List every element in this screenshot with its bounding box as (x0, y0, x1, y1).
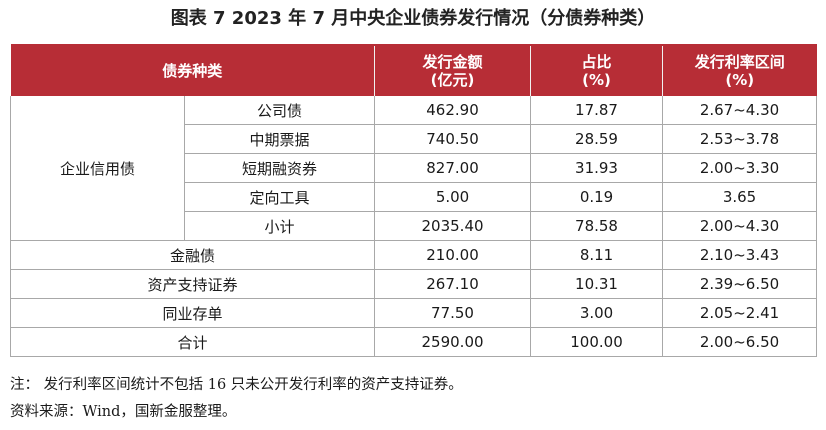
row-type: 定向工具 (183, 182, 376, 212)
table-row-subtotal: 小计 2035.40 78.58 2.00~4.30 (11, 211, 818, 241)
row-rate: 2.00~3.30 (662, 153, 818, 183)
row-share: 8.11 (530, 240, 664, 270)
header-bond-type-label: 债券种类 (162, 62, 223, 80)
row-rate: 2.67~4.30 (662, 96, 818, 125)
row-rate: 2.05~2.41 (662, 298, 818, 328)
row-rate: 2.39~6.50 (662, 269, 818, 299)
row-rate: 2.00~6.50 (662, 327, 818, 357)
row-share: 10.31 (530, 269, 664, 299)
row-amount: 827.00 (374, 153, 532, 183)
bond-issuance-table: 债券种类 发行金额 (亿元) 占比 (%) 发行利率区间 (%) 企业信用债 公… (9, 44, 818, 357)
header-share-line1: 占比 (581, 53, 612, 71)
header-amount: 发行金额 (亿元) (374, 45, 531, 96)
row-rate: 3.65 (662, 182, 818, 212)
row-type: 小计 (183, 211, 376, 241)
row-type: 资产支持证券 (9, 269, 376, 299)
row-amount: 5.00 (374, 182, 532, 212)
header-share: 占比 (%) (530, 45, 663, 96)
table-row: 同业存单 77.50 3.00 2.05~2.41 (9, 298, 818, 328)
row-amount: 462.90 (374, 96, 532, 125)
row-amount: 2590.00 (374, 327, 532, 357)
table-row: 定向工具 5.00 0.19 3.65 (11, 182, 818, 212)
row-share: 31.93 (530, 153, 664, 183)
row-type: 金融债 (9, 240, 376, 270)
header-rate-line1: 发行利率区间 (694, 53, 785, 71)
row-amount: 267.10 (374, 269, 532, 299)
table-row: 金融债 210.00 8.11 2.10~3.43 (9, 240, 818, 270)
table-row: 资产支持证券 267.10 10.31 2.39~6.50 (9, 269, 818, 299)
table-row-total: 合计 2590.00 100.00 2.00~6.50 (9, 327, 818, 357)
row-share: 100.00 (530, 327, 664, 357)
table-row: 中期票据 740.50 28.59 2.53~3.78 (11, 124, 818, 154)
row-type: 同业存单 (9, 298, 376, 328)
row-type: 公司债 (183, 96, 376, 125)
table-row: 企业信用债 公司债 462.90 17.87 2.67~4.30 (10, 96, 818, 241)
row-share: 78.58 (530, 211, 664, 241)
row-rate: 2.53~3.78 (662, 124, 818, 154)
row-type: 合计 (9, 327, 376, 357)
row-share: 28.59 (530, 124, 664, 154)
header-amount-line2: (亿元) (430, 71, 475, 89)
row-type: 中期票据 (183, 124, 376, 154)
row-share: 3.00 (530, 298, 664, 328)
table-notes: 注： 发行利率区间统计不包括 16 只未公开发行利率的资产支持证券。 资料来源：… (10, 372, 816, 426)
row-amount: 2035.40 (374, 211, 532, 241)
note-text: 注： 发行利率区间统计不包括 16 只未公开发行利率的资产支持证券。 (10, 377, 463, 393)
header-rate-line2: (%) (725, 71, 755, 89)
header-share-line2: (%) (582, 71, 611, 89)
source-text: 资料来源：Wind，国新金服整理。 (10, 404, 237, 420)
group-label-corporate-credit: 企业信用债 (10, 96, 185, 241)
header-row: 债券种类 发行金额 (亿元) 占比 (%) 发行利率区间 (%) (10, 45, 817, 96)
row-rate: 2.00~4.30 (662, 211, 818, 241)
row-share: 17.87 (530, 96, 664, 125)
row-amount: 77.50 (374, 298, 532, 328)
table-row: 短期融资券 827.00 31.93 2.00~3.30 (11, 153, 818, 183)
header-amount-line1: 发行金额 (422, 53, 483, 71)
row-amount: 210.00 (374, 240, 532, 270)
row-amount: 740.50 (374, 124, 532, 154)
header-rate: 发行利率区间 (%) (662, 45, 817, 96)
row-share: 0.19 (530, 182, 664, 212)
header-bond-type: 债券种类 (10, 45, 375, 96)
table-title: 图表 7 2023 年 7 月中央企业债券发行情况（分债券种类） (170, 8, 656, 29)
row-type: 短期融资券 (183, 153, 376, 183)
row-rate: 2.10~3.43 (662, 240, 818, 270)
